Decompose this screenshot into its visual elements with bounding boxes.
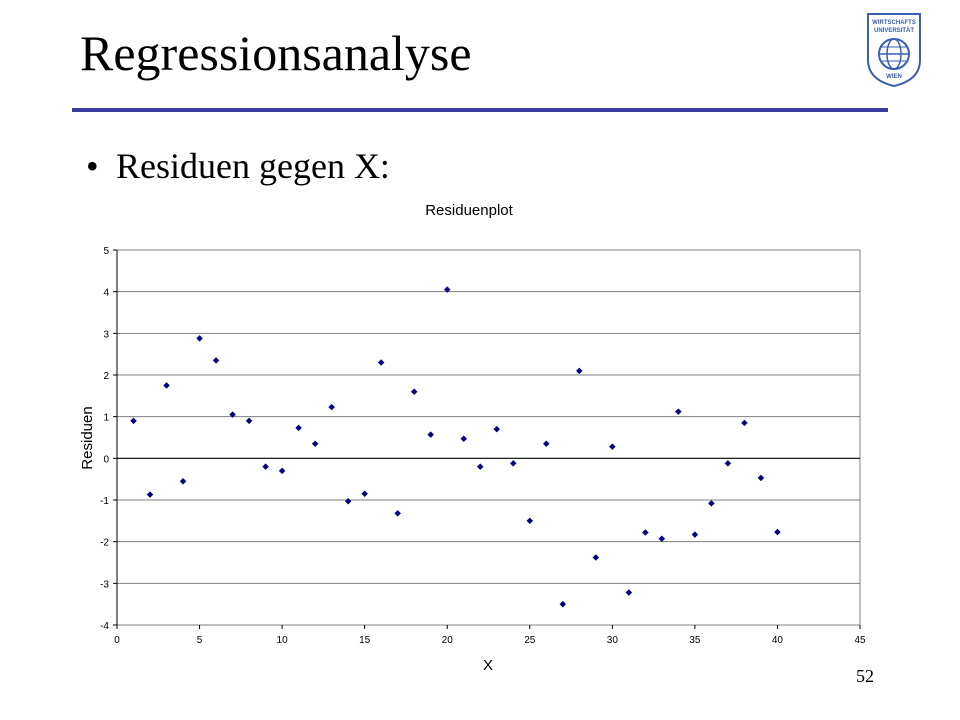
x-tick-label: 10 xyxy=(277,635,289,646)
data-point xyxy=(509,459,517,467)
data-point xyxy=(262,463,269,471)
data-point xyxy=(542,440,550,448)
data-point xyxy=(774,528,781,536)
data-point xyxy=(493,425,501,433)
data-point xyxy=(675,408,682,416)
university-logo: WIRTSCHAFTS UNIVERSITÄT WIEN xyxy=(867,13,921,88)
data-point xyxy=(724,459,732,467)
grid-layer xyxy=(116,249,861,626)
data-point xyxy=(410,388,418,396)
x-tick-label: 45 xyxy=(854,635,866,646)
data-point xyxy=(278,467,286,475)
data-point xyxy=(708,499,715,507)
y-tick-label: -4 xyxy=(100,621,109,632)
data-point xyxy=(163,382,170,389)
y-tick-label: 5 xyxy=(103,246,109,257)
x-tick-label: 40 xyxy=(772,635,784,646)
bullet-icon: • xyxy=(86,146,99,186)
data-point xyxy=(757,474,765,482)
data-point xyxy=(394,509,402,517)
data-point xyxy=(592,554,600,561)
data-point xyxy=(691,531,699,538)
x-tick-label: 5 xyxy=(197,635,203,646)
plot-area xyxy=(116,249,861,626)
data-point xyxy=(130,417,137,425)
y-tick-label: -1 xyxy=(100,496,109,507)
slide-title: Regressionsanalyse xyxy=(80,25,472,81)
data-point xyxy=(476,463,484,471)
data-point xyxy=(196,334,203,342)
data-point xyxy=(741,419,748,427)
points-layer xyxy=(130,286,781,608)
data-point xyxy=(361,490,369,498)
x-tick-label: 25 xyxy=(524,635,536,646)
x-tick-label: 20 xyxy=(442,635,454,646)
y-tick-label: 1 xyxy=(103,413,109,424)
y-tick-label: -2 xyxy=(100,538,109,549)
data-point xyxy=(179,477,187,485)
data-point xyxy=(559,600,567,608)
y-tick-label: 4 xyxy=(103,288,109,299)
page-number: 52 xyxy=(856,666,874,686)
data-point xyxy=(427,431,435,438)
data-point xyxy=(229,411,236,418)
data-point xyxy=(328,403,335,411)
data-point xyxy=(460,435,468,443)
x-tick-label: 30 xyxy=(607,635,619,646)
y-tick-label: -3 xyxy=(100,579,109,590)
data-point xyxy=(658,535,666,543)
data-point xyxy=(526,517,534,525)
title-rule xyxy=(72,108,888,112)
data-point xyxy=(344,497,352,505)
data-point xyxy=(146,491,154,498)
data-point xyxy=(642,529,649,536)
x-axis-label: X xyxy=(483,657,493,674)
data-point xyxy=(443,286,451,293)
data-point xyxy=(608,443,616,451)
y-tick-label: 3 xyxy=(103,329,109,340)
x-tick-label: 15 xyxy=(359,635,371,646)
logo-text-mid: UNIVERSITÄT xyxy=(874,27,914,34)
y-tick-label: 0 xyxy=(103,454,109,465)
bullet-item: • Residuen gegen X: xyxy=(86,148,390,184)
data-point xyxy=(625,589,633,596)
data-point xyxy=(377,359,385,366)
data-point xyxy=(295,424,302,432)
data-point xyxy=(575,367,583,375)
logo-text-bottom: WIEN xyxy=(886,74,902,80)
x-tick-label: 35 xyxy=(689,635,701,646)
logo-text-top: WIRTSCHAFTS xyxy=(872,20,916,26)
data-point xyxy=(311,440,319,448)
x-tick-label: 0 xyxy=(114,635,120,646)
y-tick-label: 2 xyxy=(103,371,109,382)
chart-title: Residuenplot xyxy=(425,202,513,219)
data-point xyxy=(245,417,253,425)
bullet-text: Residuen gegen X: xyxy=(116,146,390,186)
data-point xyxy=(212,357,220,364)
y-axis-label: Residuen xyxy=(79,406,96,469)
